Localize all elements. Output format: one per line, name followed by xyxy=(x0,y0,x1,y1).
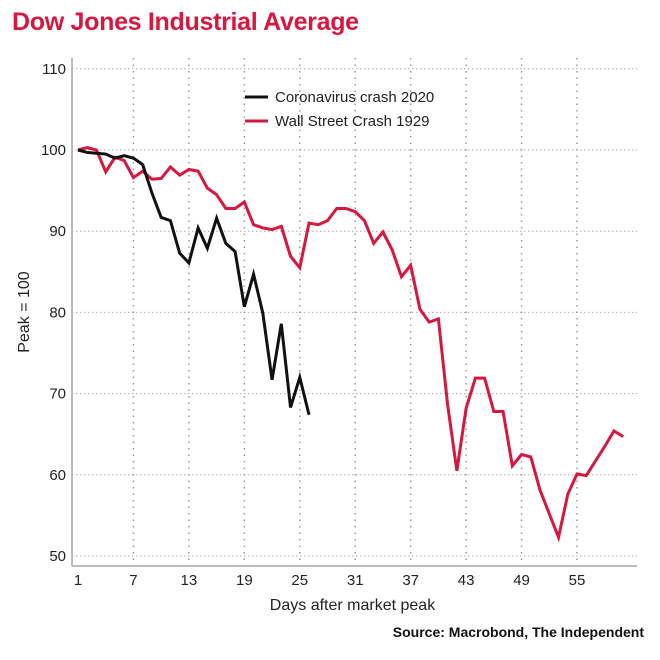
x-tick-label: 25 xyxy=(291,572,308,589)
x-tick-label: 55 xyxy=(569,572,586,589)
y-tick-label: 80 xyxy=(49,304,66,321)
source-note: Source: Macrobond, The Independent xyxy=(392,624,644,640)
x-tick-label: 49 xyxy=(513,572,530,589)
x-tick-label: 31 xyxy=(347,572,364,589)
y-tick-label: 60 xyxy=(49,467,66,484)
legend-label: Coronavirus crash 2020 xyxy=(275,89,434,106)
x-tick-label: 37 xyxy=(402,572,419,589)
legend-label: Wall Street Crash 1929 xyxy=(275,113,430,130)
series-line-wall-street-1929 xyxy=(77,146,624,543)
y-tick-label: 110 xyxy=(42,61,66,78)
x-axis-label: Days after market peak xyxy=(270,597,436,614)
x-tick-label: 7 xyxy=(129,572,137,589)
y-axis-label: Peak = 100 xyxy=(16,271,33,353)
y-tick-label: 100 xyxy=(41,142,66,159)
y-tick-label: 70 xyxy=(49,386,66,403)
x-tick-label: 1 xyxy=(74,572,82,589)
y-tick-label: 50 xyxy=(49,548,66,565)
y-tick-label: 90 xyxy=(49,223,66,240)
chart-title: Dow Jones Industrial Average xyxy=(12,8,359,36)
x-tick-label: 19 xyxy=(236,572,253,589)
x-tick-label: 13 xyxy=(181,572,198,589)
x-tick-label: 43 xyxy=(458,572,475,589)
series-line-coronavirus-2020 xyxy=(77,148,311,416)
